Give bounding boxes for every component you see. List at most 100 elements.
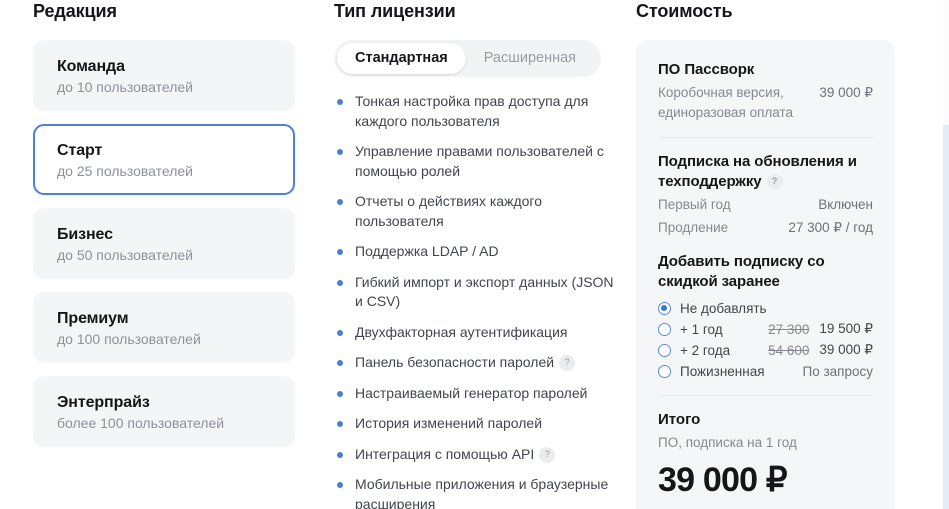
prepay-option-label: Пожизненная [680,363,765,379]
edition-name: Команда [57,58,125,75]
bullet-icon [337,279,343,286]
bullet-icon [337,482,343,488]
feature-label: Мобильные приложения и браузерные расшир… [355,476,609,509]
cost-card: ПО Пассворк Коробочная версия, единоразо… [636,40,895,509]
subscription-rows: Первый год Включен Продление 27 300 ₽ / год [658,195,873,238]
edition-list: Команда до 10 пользователей Старт до 25 пол… [33,40,295,460]
cost-column: Стоимость ПО Пассворк Коробочная версия,… [625,0,949,509]
license-tab[interactable]: Расширенная [466,43,594,74]
page-scrollbar-thumb[interactable] [943,125,949,509]
divider-1 [658,137,873,138]
help-icon[interactable]: ? [559,355,576,371]
feature-item: Тонкая настройка прав доступа для каждог… [334,92,620,131]
feature-item: Управление правами пользователей с помощ… [334,142,620,181]
feature-item: Интеграция с помощью API? [334,445,620,465]
feature-label: Настраиваемый генератор паролей [355,384,588,401]
feature-item: Настраиваемый генератор паролей [334,384,620,404]
prepay-option[interactable]: Пожизненная По запросу [658,361,873,381]
prepay-option[interactable]: + 1 год 27 300 19 500 ₽ [658,319,873,339]
license-type-tabs: Стандартная Расширенная [334,40,601,77]
bullet-icon [337,451,343,458]
bullet-icon [337,329,343,336]
prepay-option-price: 39 000 ₽ [819,342,873,357]
software-title: ПО Пассворк [658,61,755,78]
spacer-1 [658,238,873,252]
prepay-section: Добавить подписку со скидкой заранее Не … [658,252,873,381]
radio-button-icon[interactable] [658,322,671,336]
editions-column: Редакция Команда до 10 пользователей Старт… [0,0,325,447]
feature-label: Управление правами пользователей с помощ… [355,143,604,179]
help-icon[interactable]: ? [766,174,783,190]
subscription-row-value: Включен [818,197,873,212]
feature-item: История изменений паролей [334,414,620,434]
edition-name: Старт [57,142,103,159]
feature-label: Панель безопасности паролей [355,354,555,370]
prepay-option-old-price: 54 600 [768,342,810,358]
feature-item: Гибкий импорт и экспорт данных (JSON и C… [334,273,620,312]
bullet-icon [337,390,343,397]
total-amount: 39 000 ₽ [658,461,787,499]
total-note: ПО, подписка на 1 год [658,435,797,450]
license-column: Тип лицензии Стандартная Расширенная Тонк… [325,0,625,509]
edition-subtitle: более 100 пользователей [57,415,225,431]
feature-item: Мобильные приложения и браузерные расшир… [334,475,620,509]
edition-subtitle: до 50 пользователей [57,247,193,263]
prepay-option-label: + 1 год [680,321,723,337]
bullet-icon [337,249,343,255]
radio-button-icon[interactable] [658,343,671,357]
subscription-row-label: Первый год [658,197,731,212]
subscription-title-text: Подписка на обновления и техподдержку [658,153,857,190]
feature-label: Тонкая настройка прав доступа для каждог… [355,93,589,129]
cost-column-title: Стоимость [636,1,733,21]
edition-card[interactable]: Бизнес до 50 пользователей [33,208,295,279]
prepay-title: Добавить подписку со скидкой заранее [658,253,825,290]
edition-subtitle: до 10 пользователей [57,79,193,95]
feature-item: Поддержка LDAP / AD [334,242,620,262]
prepay-option-label: + 2 года [680,342,731,358]
total-title: Итого [658,411,701,428]
bullet-icon [337,199,343,205]
prepay-options: Не добавлять + 1 год 27 300 19 500 ₽ + 2 год… [658,298,873,381]
software-label: Коробочная версия, единоразовая оплата [658,85,794,120]
feature-label: Отчеты о действиях каждого пользователя [355,193,542,229]
page-scrollbar-track[interactable] [943,0,949,509]
feature-item: Отчеты о действиях каждого пользователя [334,192,620,231]
edition-card[interactable]: Энтерпрайз более 100 пользователей [33,376,295,447]
edition-subtitle: до 100 пользователей [57,331,201,347]
feature-label: Двухфакторная аутентификация [355,323,568,340]
prepay-option-label: Не добавлять [680,300,767,316]
radio-button-icon[interactable] [658,301,671,315]
prepay-option-price: По запросу [802,363,874,379]
bullet-icon [337,149,343,155]
edition-card[interactable]: Команда до 10 пользователей [33,40,295,111]
edition-subtitle: до 25 пользователей [57,163,193,179]
edition-name: Энтерпрайз [57,394,150,411]
prepay-option-old-price: 27 300 [768,321,810,337]
feature-label: Поддержка LDAP / AD [355,243,499,259]
editions-column-title: Редакция [33,1,117,21]
edition-card[interactable]: Премиум до 100 пользователей [33,292,295,363]
prepay-option[interactable]: Не добавлять [658,298,873,318]
license-tab[interactable]: Стандартная [337,43,466,74]
edition-card[interactable]: Старт до 25 пользователей [33,124,295,195]
license-column-title: Тип лицензии [334,1,456,21]
subscription-title: Подписка на обновления и техподдержку? [658,152,873,192]
feature-list: Тонкая настройка прав доступа для каждог… [334,92,620,509]
radio-button-icon[interactable] [658,364,671,378]
prepay-option[interactable]: + 2 года 54 600 39 000 ₽ [658,340,873,360]
bullet-icon [337,421,343,427]
total-section: Итого ПО, подписка на 1 год 39 000 ₽ [658,410,873,500]
feature-label: Интеграция с помощью API [355,445,535,462]
edition-name: Премиум [57,310,129,327]
subscription-section: Подписка на обновления и техподдержку? П… [658,152,873,238]
subscription-row: Первый год Включен [658,195,873,215]
bullet-icon [337,360,343,366]
subscription-row-value: 27 300 ₽ / год [788,220,873,235]
software-price: 39 000 ₽ [819,85,873,100]
feature-item: Двухфакторная аутентификация [334,323,620,343]
help-icon[interactable]: ? [539,446,556,463]
feature-label: Гибкий импорт и экспорт данных (JSON и C… [355,273,614,310]
software-price-row: Коробочная версия, единоразовая оплата 3… [658,83,873,123]
subscription-row: Продление 27 300 ₽ / год [658,218,873,238]
